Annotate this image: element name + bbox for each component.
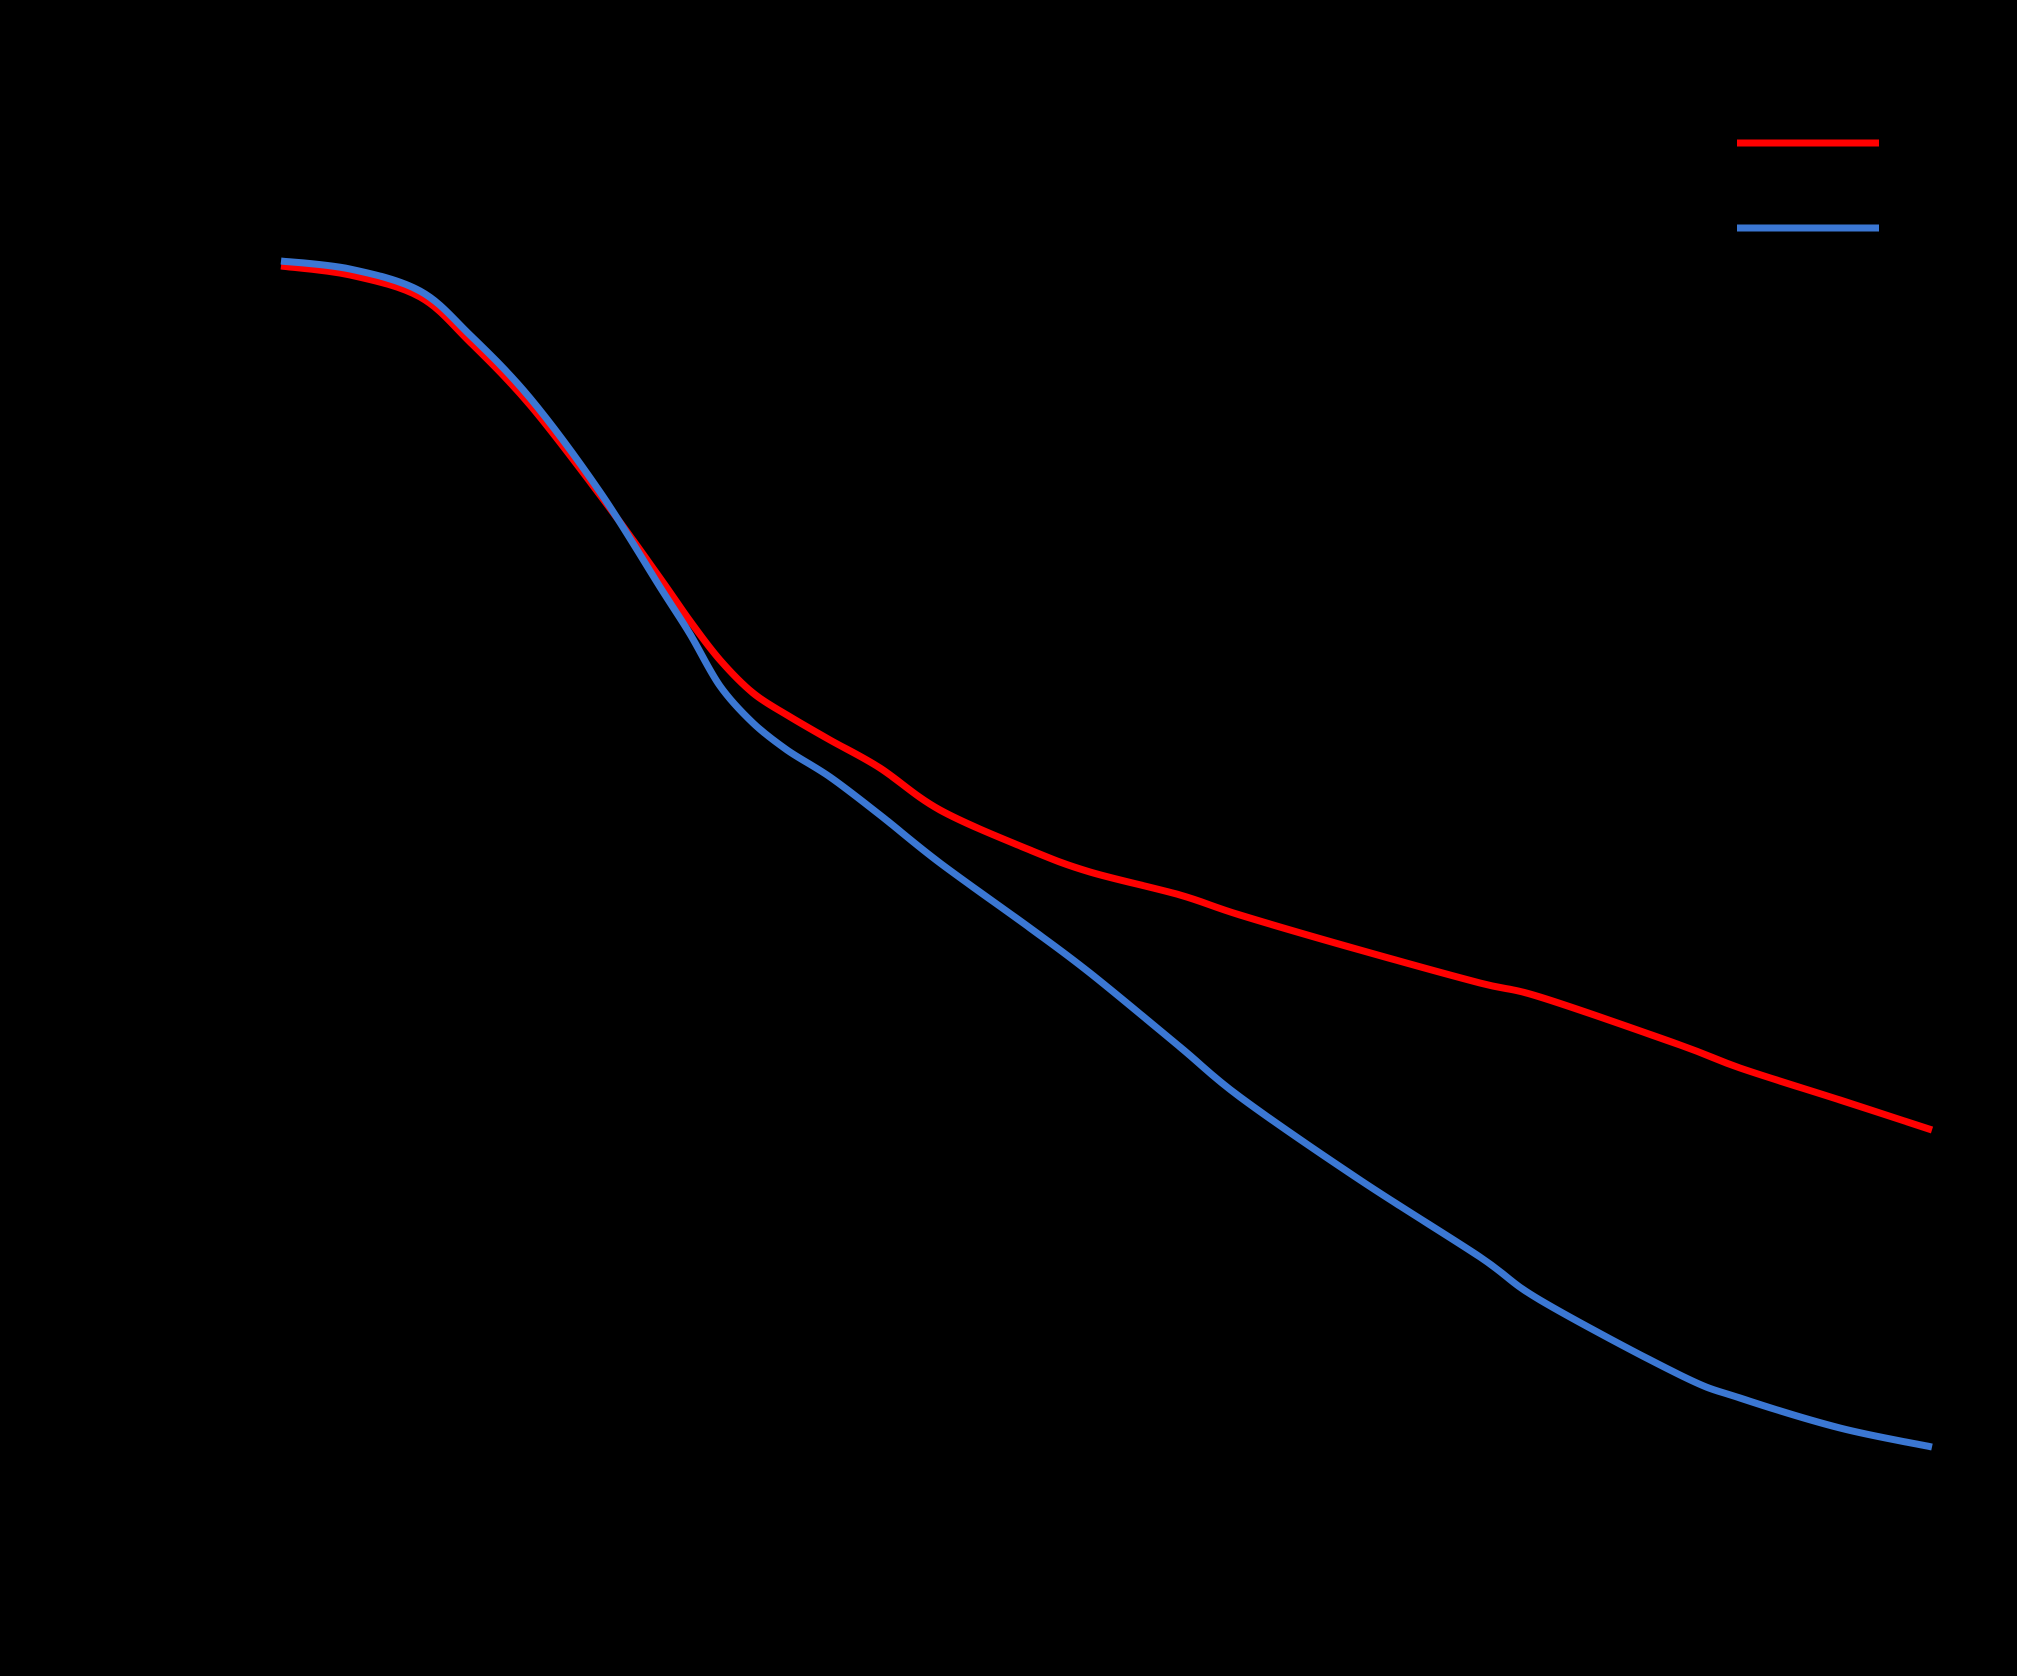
blue-series-line bbox=[280, 257, 1933, 1451]
red-series-line bbox=[280, 262, 1934, 1134]
